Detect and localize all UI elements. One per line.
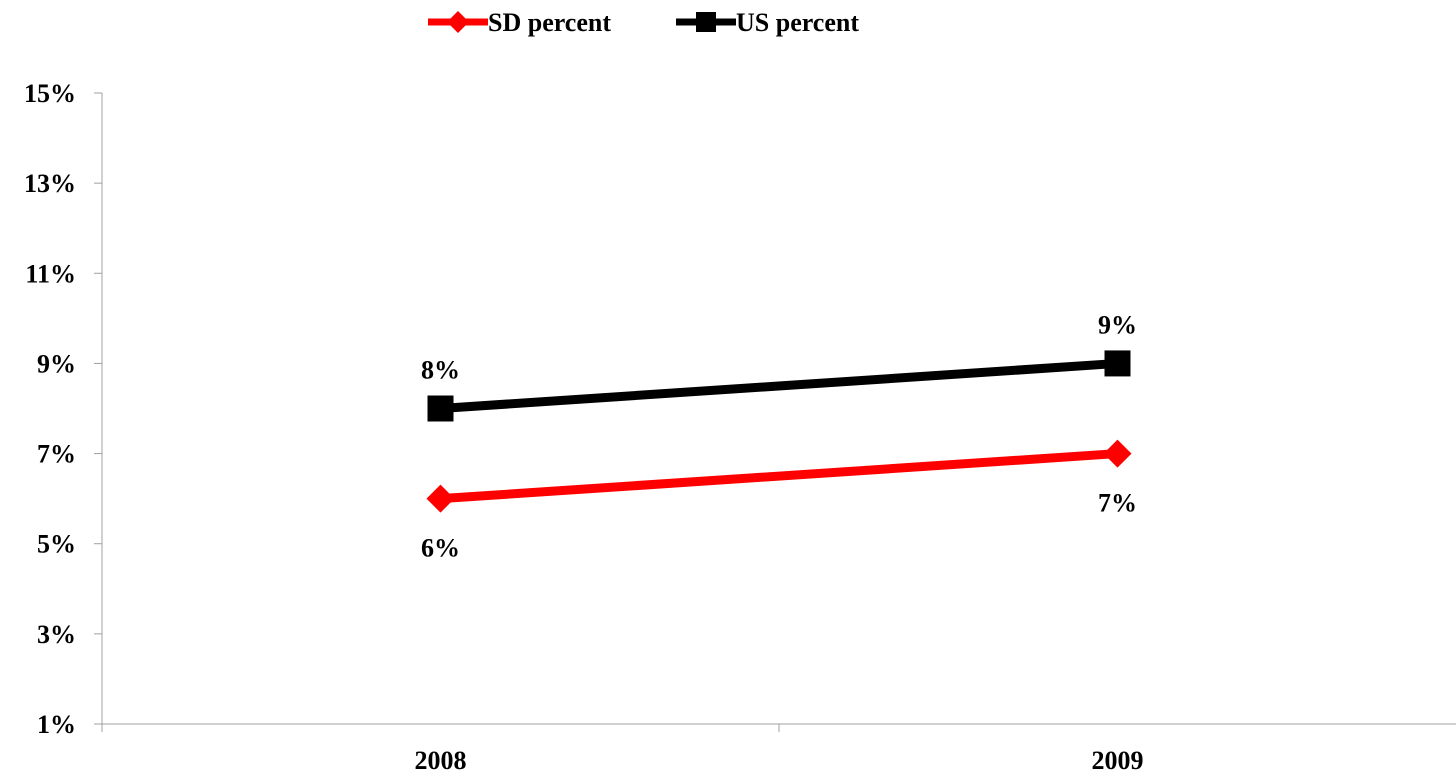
data-point (427, 395, 454, 422)
legend: SD percent US percent (428, 8, 859, 37)
legend-item: US percent (676, 8, 859, 37)
data-point (1104, 350, 1131, 377)
data-label: 9% (1098, 310, 1137, 339)
data-label: 7% (1098, 489, 1137, 518)
legend-label: US percent (736, 8, 859, 37)
y-tick-label: 5% (37, 530, 76, 559)
series-layer (426, 350, 1132, 513)
y-tick-label: 7% (37, 440, 76, 469)
x-tick-label: 2008 (415, 746, 467, 775)
series-us (427, 350, 1131, 422)
y-tick-label: 13% (24, 169, 76, 198)
y-tick-label: 11% (25, 259, 76, 288)
series-line (440, 449, 1118, 504)
data-point (1103, 439, 1132, 468)
legend-marker (447, 11, 469, 33)
series-line (440, 358, 1118, 413)
data-point (426, 484, 455, 513)
data-label: 6% (421, 534, 460, 563)
legend-label: SD percent (488, 8, 611, 37)
data-labels: 6% 7% 8% 9% (421, 310, 1137, 562)
legend-item: SD percent (428, 8, 611, 37)
data-label: 8% (421, 356, 460, 385)
legend-marker (696, 12, 716, 32)
series-sd (426, 439, 1132, 513)
y-tick-label: 9% (37, 349, 76, 378)
axes: 1% 3% 5% 7% 9% 11% 13% 15% 2008 2009 (24, 79, 1456, 775)
y-tick-label: 15% (24, 79, 76, 108)
y-tick-label: 1% (37, 710, 76, 739)
x-tick-label: 2009 (1092, 746, 1144, 775)
y-tick-label: 3% (37, 620, 76, 649)
